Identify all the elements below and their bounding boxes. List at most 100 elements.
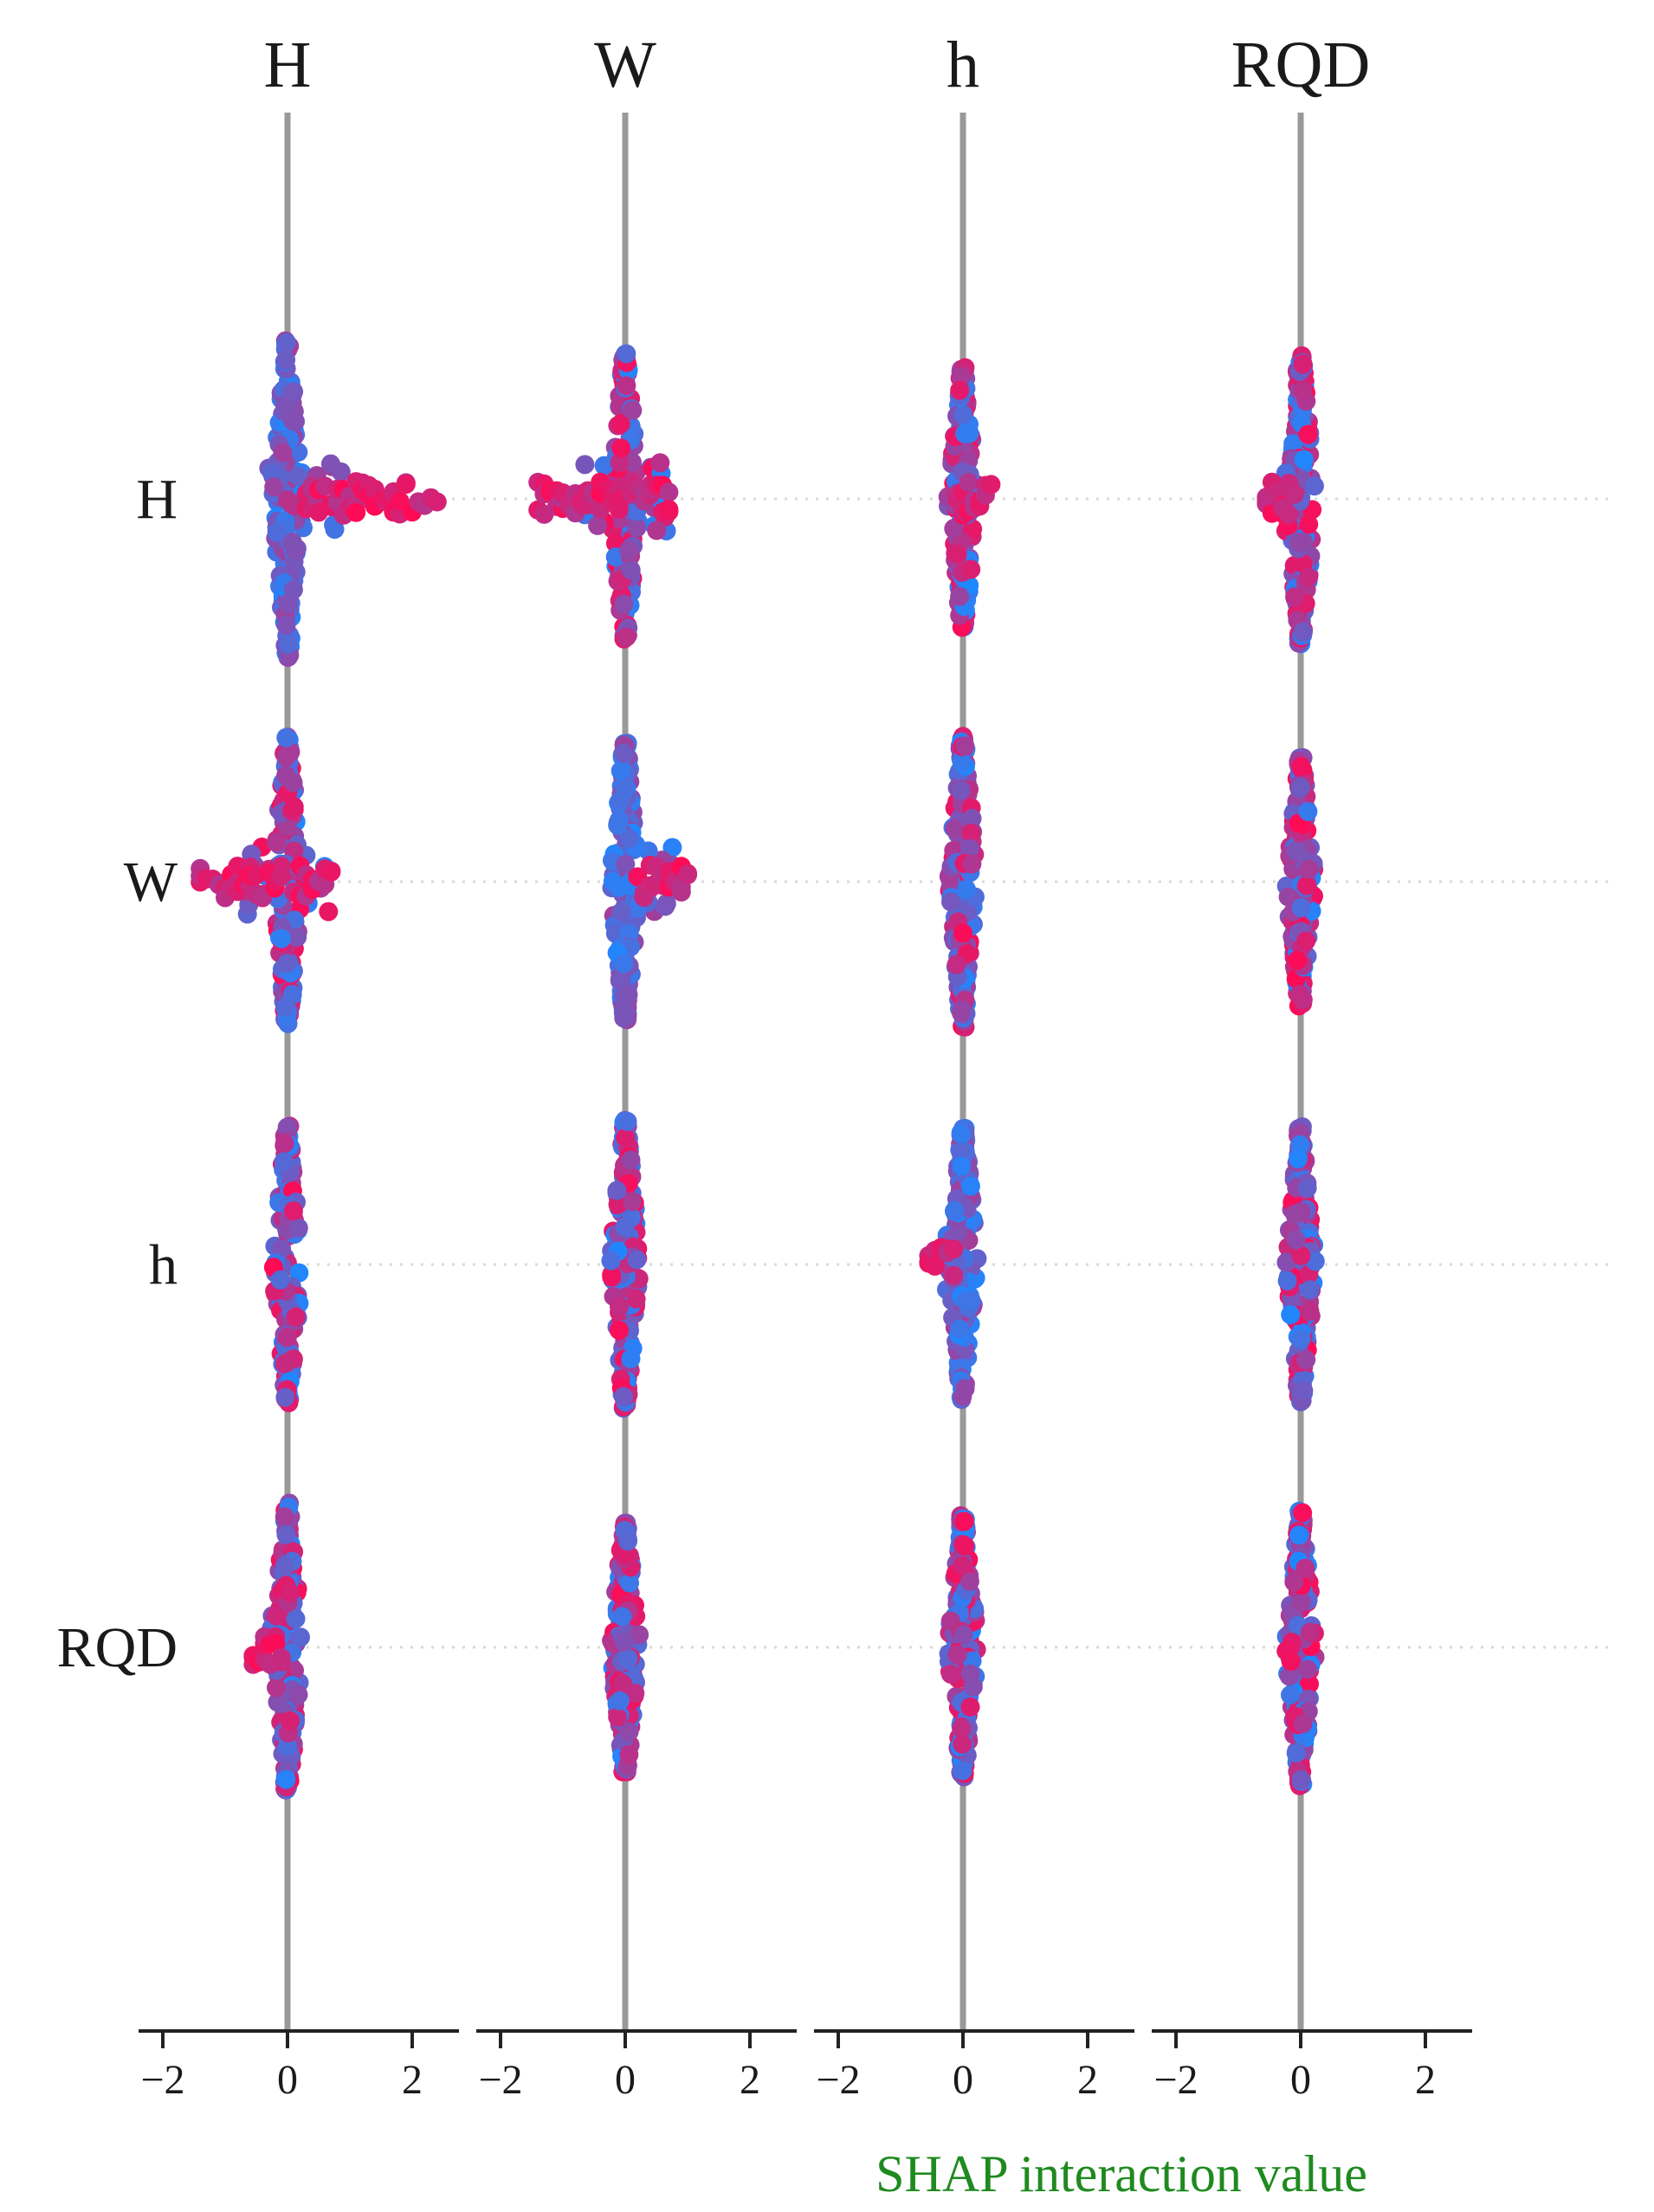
data-point bbox=[1290, 778, 1310, 798]
data-point bbox=[953, 1556, 972, 1575]
data-point bbox=[1293, 622, 1313, 642]
data-point bbox=[955, 1379, 975, 1399]
cell-h-h bbox=[919, 1118, 987, 1409]
data-point bbox=[947, 954, 966, 974]
x-axis-H: −2 0 2 bbox=[139, 2029, 459, 2103]
x-axis-label: SHAP interaction value bbox=[875, 2145, 1367, 2202]
data-point bbox=[276, 333, 296, 352]
data-point bbox=[617, 627, 636, 647]
data-point bbox=[1291, 756, 1311, 776]
data-point bbox=[1298, 424, 1318, 444]
data-point bbox=[1293, 1714, 1313, 1734]
data-point bbox=[276, 350, 296, 370]
data-point bbox=[955, 736, 975, 756]
data-point bbox=[275, 1134, 294, 1154]
data-point bbox=[262, 463, 281, 482]
data-point bbox=[283, 579, 303, 599]
data-point bbox=[1298, 1659, 1318, 1679]
data-point bbox=[952, 1156, 972, 1176]
data-point bbox=[1289, 533, 1309, 553]
data-point bbox=[953, 1761, 972, 1781]
row-label-H: H bbox=[136, 468, 178, 531]
data-point bbox=[346, 502, 366, 522]
data-point bbox=[614, 954, 634, 973]
data-point bbox=[275, 1387, 295, 1407]
data-point bbox=[1285, 587, 1305, 607]
x-axis-RQD: −2 0 2 bbox=[1152, 2029, 1472, 2103]
data-point bbox=[619, 829, 639, 848]
data-point bbox=[1291, 1592, 1311, 1612]
data-point bbox=[1286, 1230, 1306, 1250]
data-point bbox=[1286, 1743, 1306, 1763]
data-point bbox=[950, 380, 970, 400]
cell-W-RQD bbox=[1276, 747, 1324, 1016]
data-point bbox=[647, 521, 667, 540]
data-point bbox=[601, 1251, 621, 1271]
data-point bbox=[959, 424, 979, 443]
data-point bbox=[617, 376, 636, 396]
x-axis-h: −2 0 2 bbox=[814, 2029, 1134, 2103]
data-point bbox=[286, 1307, 306, 1327]
cell-h-H bbox=[263, 1116, 309, 1413]
data-point bbox=[607, 1180, 627, 1200]
x-tick-label: 0 bbox=[1290, 2057, 1311, 2103]
data-point bbox=[276, 1769, 296, 1789]
data-point bbox=[611, 438, 631, 458]
data-point bbox=[264, 477, 284, 497]
data-point bbox=[621, 560, 641, 580]
data-point bbox=[270, 1270, 290, 1290]
data-point bbox=[627, 1250, 647, 1270]
data-point bbox=[610, 453, 630, 473]
data-points bbox=[191, 331, 1325, 1800]
data-point bbox=[1300, 1280, 1320, 1300]
x-tick-label: −2 bbox=[1153, 2057, 1198, 2103]
data-point bbox=[959, 838, 979, 858]
data-point bbox=[1299, 859, 1319, 879]
x-tick-label: 0 bbox=[277, 2057, 298, 2103]
x-tick-label: 0 bbox=[953, 2057, 973, 2103]
data-point bbox=[623, 1192, 643, 1212]
data-point bbox=[618, 1648, 638, 1668]
data-point bbox=[278, 634, 298, 654]
data-point bbox=[272, 928, 291, 948]
data-point bbox=[618, 1531, 637, 1551]
data-point bbox=[605, 923, 625, 943]
cell-RQD-RQD bbox=[1276, 1501, 1325, 1795]
data-point bbox=[1294, 450, 1314, 469]
data-point bbox=[276, 766, 296, 785]
data-point bbox=[944, 519, 964, 539]
data-point bbox=[1300, 1301, 1320, 1321]
data-point bbox=[1290, 1135, 1310, 1155]
data-point bbox=[1294, 1381, 1314, 1400]
x-axes: −2 0 2 −2 0 2 −2 0 2 −2 0 2 bbox=[139, 2029, 1472, 2103]
data-point bbox=[288, 1218, 308, 1238]
data-point bbox=[960, 1176, 980, 1196]
data-point bbox=[941, 892, 960, 912]
data-point bbox=[609, 1320, 629, 1340]
data-point bbox=[659, 500, 679, 520]
data-point bbox=[608, 1707, 628, 1727]
data-point bbox=[1291, 1329, 1311, 1349]
data-point bbox=[1288, 950, 1308, 970]
data-point bbox=[1299, 567, 1318, 587]
data-point bbox=[611, 902, 631, 922]
cell-H-RQD bbox=[1257, 346, 1324, 654]
x-tick-label: −2 bbox=[140, 2057, 184, 2103]
data-point bbox=[277, 954, 297, 973]
data-point bbox=[276, 728, 296, 747]
data-point bbox=[621, 1349, 641, 1368]
column-title-RQD: RQD bbox=[1231, 29, 1370, 101]
data-point bbox=[625, 1684, 645, 1703]
x-tick-label: −2 bbox=[816, 2057, 860, 2103]
cell-RQD-H bbox=[243, 1493, 310, 1800]
data-point bbox=[275, 1556, 294, 1576]
data-point bbox=[1300, 1674, 1319, 1694]
data-point bbox=[319, 902, 339, 922]
data-point bbox=[944, 1265, 964, 1285]
x-tick-label: 0 bbox=[615, 2057, 636, 2103]
row-label-h: h bbox=[149, 1233, 178, 1297]
data-point bbox=[325, 520, 345, 540]
cell-RQD-h bbox=[939, 1506, 986, 1787]
data-point bbox=[953, 404, 973, 424]
